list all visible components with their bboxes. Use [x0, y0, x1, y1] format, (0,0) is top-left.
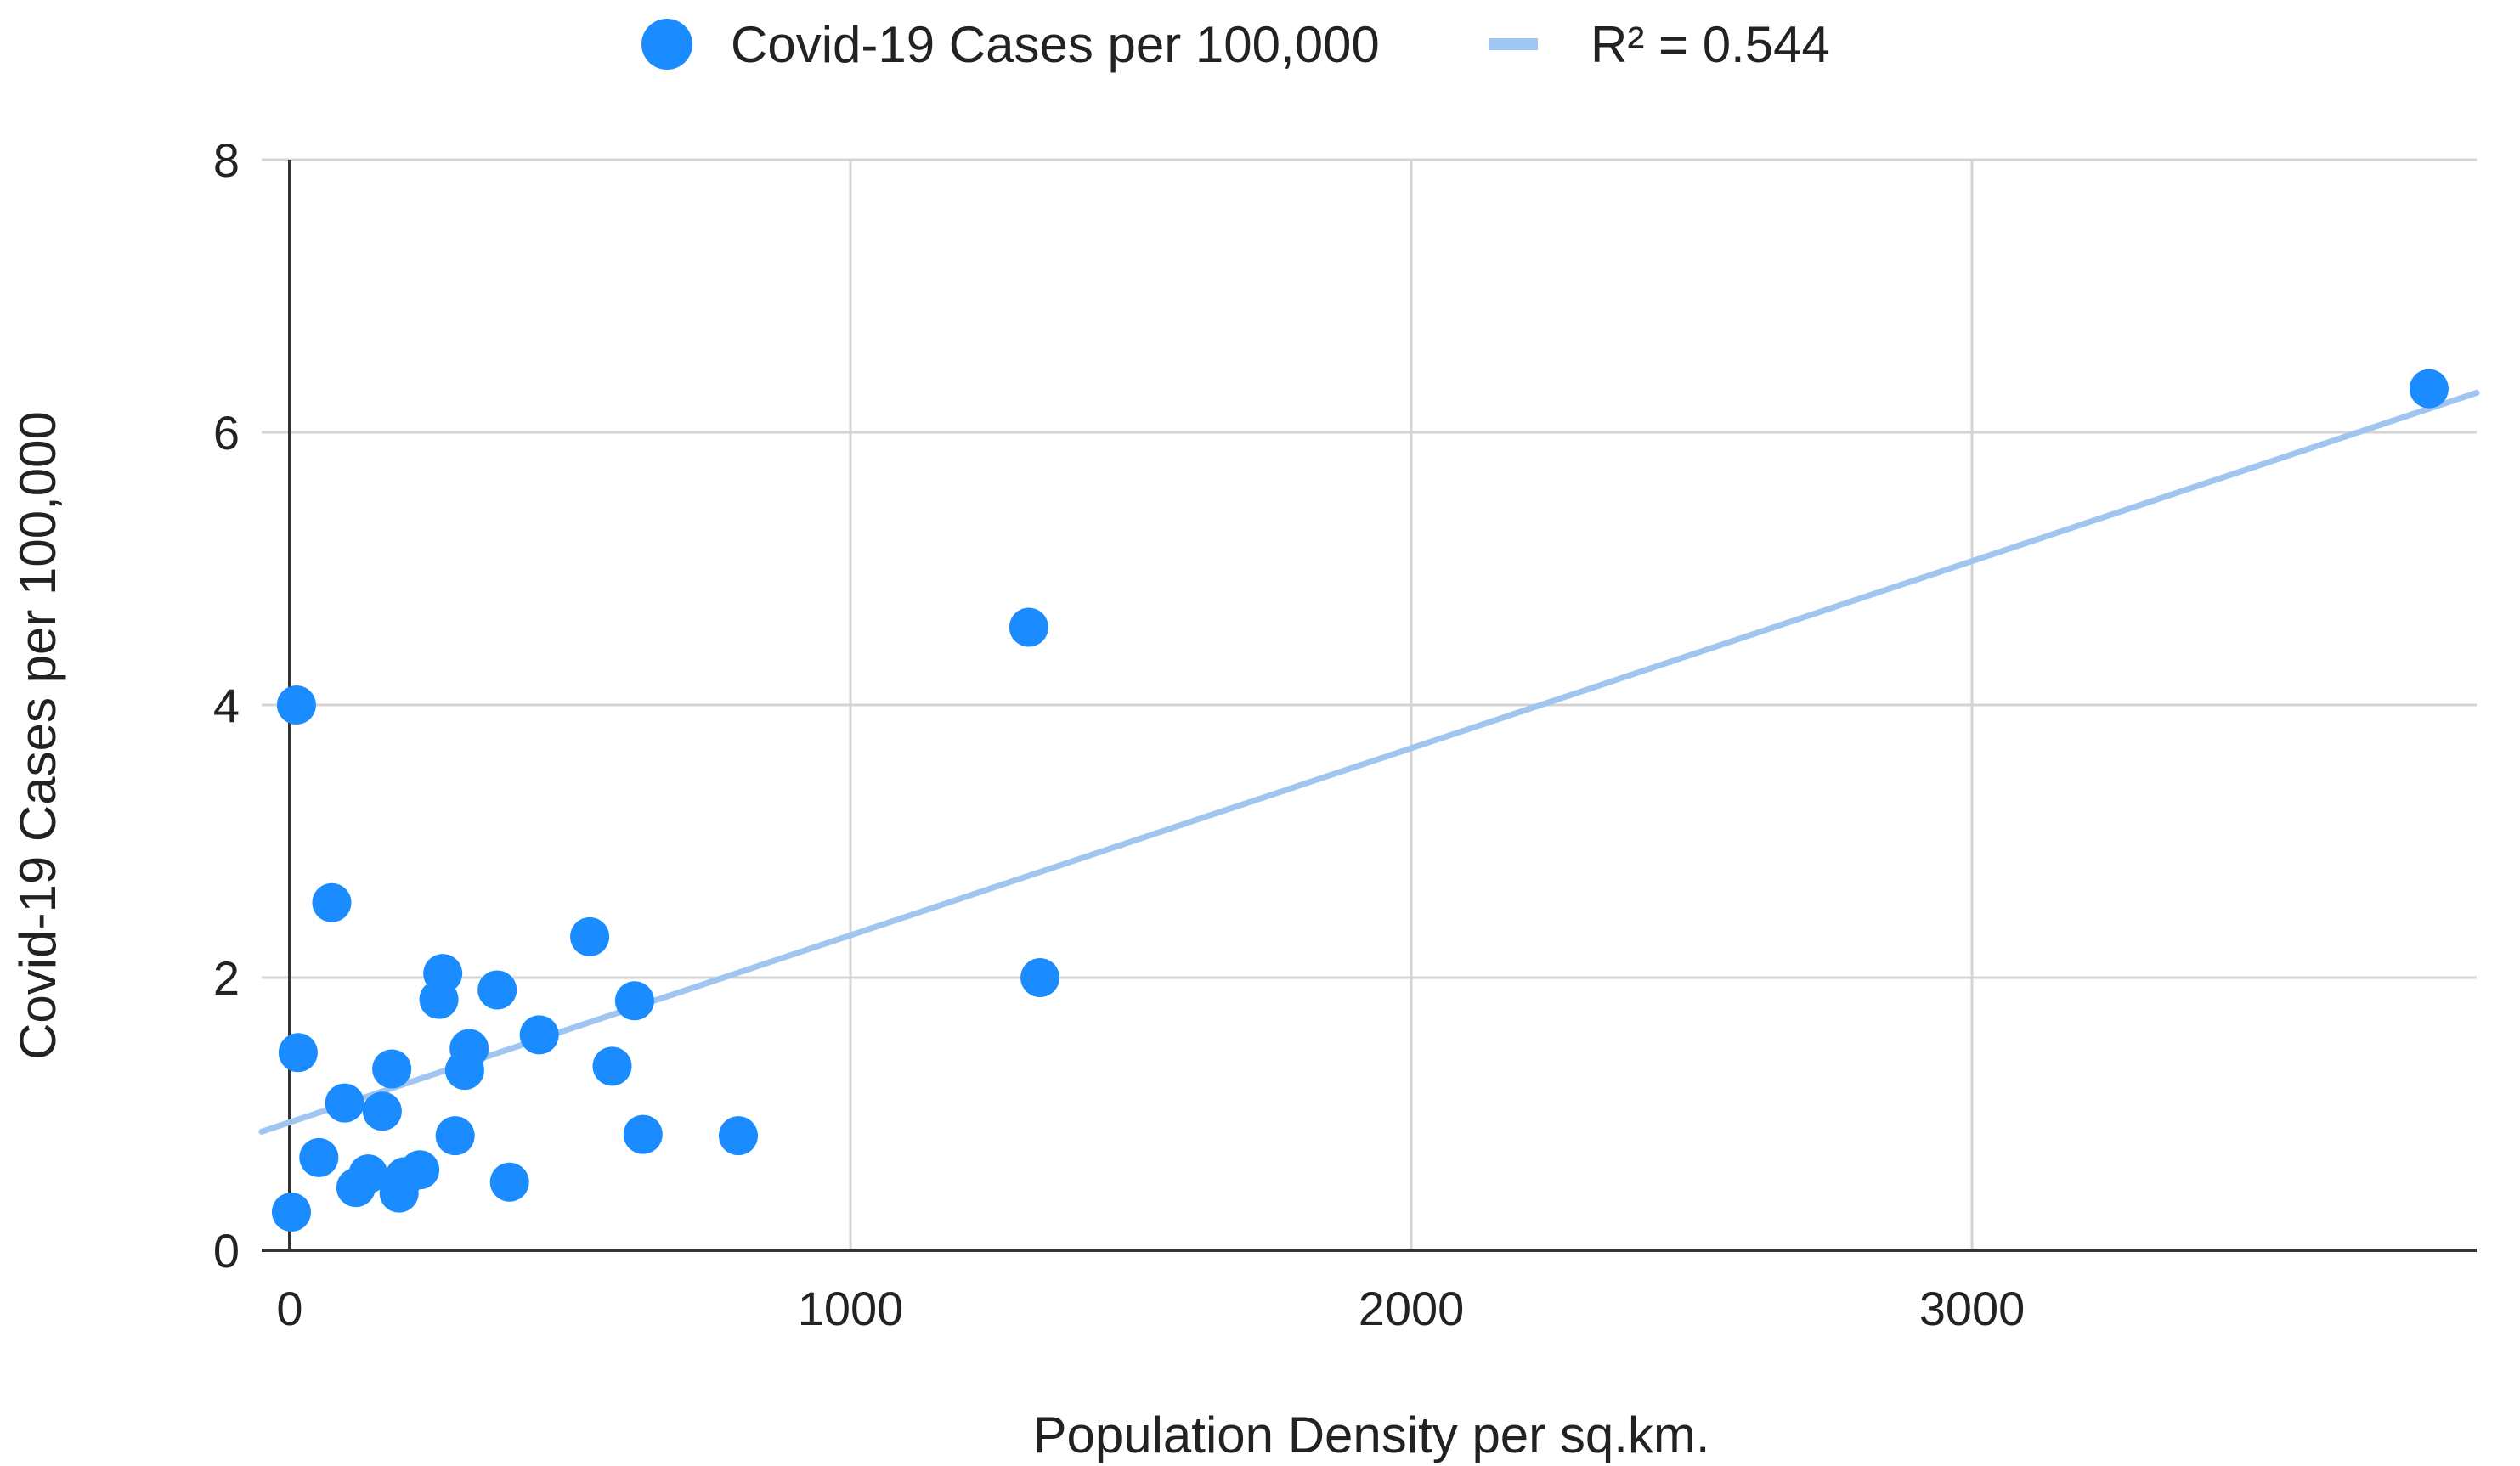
tick-labels: 0 2 4 6 8 0 1000 2000 3000 — [213, 133, 2025, 1335]
data-point — [348, 1154, 388, 1194]
trendline-layer — [258, 389, 2480, 1135]
gridlines — [262, 158, 2477, 1250]
y-tick-label: 8 — [213, 133, 240, 187]
data-point — [325, 1083, 364, 1123]
legend-label-scatter: Covid-19 Cases per 100,000 — [731, 16, 1380, 73]
data-point — [372, 1049, 412, 1089]
legend-scatter-marker — [641, 19, 692, 70]
y-axis-title: Covid-19 Cases per 100,000 — [9, 411, 66, 1060]
x-tick-label: 0 — [276, 1282, 302, 1335]
y-tick-label: 0 — [213, 1224, 240, 1277]
data-point — [1009, 607, 1048, 647]
y-tick-label: 4 — [213, 679, 240, 732]
data-point — [477, 970, 517, 1010]
data-point — [2409, 369, 2449, 409]
data-point — [449, 1029, 489, 1068]
data-point — [614, 981, 654, 1021]
data-point — [570, 916, 610, 956]
x-tick-label: 1000 — [798, 1282, 904, 1335]
trendline — [258, 389, 2480, 1135]
x-tick-label: 3000 — [1919, 1282, 2026, 1335]
data-point — [278, 1033, 318, 1073]
data-point — [519, 1015, 559, 1055]
data-point — [362, 1091, 402, 1131]
y-tick-label: 2 — [213, 951, 240, 1005]
data-point — [1020, 958, 1060, 997]
legend-label-trendline: R² = 0.544 — [1591, 16, 1830, 73]
data-point — [276, 685, 316, 725]
data-point — [312, 882, 352, 922]
data-point — [400, 1150, 440, 1190]
x-axis-title: Population Density per sq.km. — [1032, 1407, 1709, 1463]
data-point — [423, 954, 463, 994]
data-point — [489, 1162, 529, 1202]
data-point — [623, 1114, 663, 1154]
legend: Covid-19 Cases per 100,000 R² = 0.544 — [641, 16, 1830, 73]
x-tick-label: 2000 — [1359, 1282, 1465, 1335]
data-point — [271, 1193, 311, 1232]
data-point — [592, 1046, 632, 1086]
data-point — [435, 1116, 475, 1156]
data-point — [299, 1137, 339, 1177]
data-point — [719, 1116, 758, 1156]
scatter-points — [271, 369, 2449, 1232]
y-tick-label: 6 — [213, 406, 240, 460]
